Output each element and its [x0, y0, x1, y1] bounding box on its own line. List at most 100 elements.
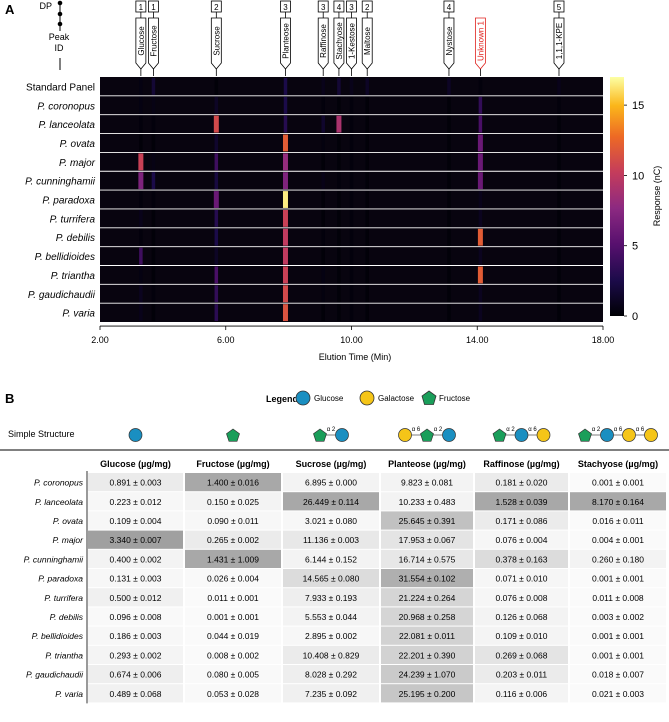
table-header: Planteose (µg/mg): [388, 459, 466, 469]
table-row: 0.489 ± 0.068 0.053 ± 0.028 7.235 ± 0.092 2…: [55, 684, 666, 703]
heatmap-band: [349, 78, 354, 95]
heatmap-band: [477, 153, 483, 171]
table-cell-bg: [570, 684, 666, 703]
table-row-species: P. turrifera: [44, 593, 83, 603]
table-cell: 25.645 ± 0.391: [399, 516, 456, 526]
table-cell: 0.001 ± 0.001: [592, 631, 644, 641]
colorbar-ticks: 0 5 10 15: [624, 100, 644, 323]
table-cell: 0.090 ± 0.011: [207, 516, 259, 526]
table-cell-bg: [185, 684, 281, 703]
table-cell: 0.171 ± 0.086: [496, 516, 548, 526]
heatmap-band: [337, 285, 341, 303]
heatmap-band: [365, 115, 369, 133]
heatmap-band: [337, 78, 341, 95]
table-cell-bg: [88, 492, 183, 511]
heatmap-band: [214, 172, 219, 190]
table-cell: 0.080 ± 0.005: [207, 670, 259, 680]
table-cell-bg: [283, 511, 379, 530]
table-cell-bg: [88, 549, 183, 568]
table-row: 0.400 ± 0.002 1.431 ± 1.009 6.144 ± 0.152 1…: [24, 549, 666, 568]
heatmap-band: [557, 172, 561, 190]
table-cell-bg: [381, 549, 473, 568]
colorbar-tick-label: 5: [632, 241, 638, 253]
peak-label: Raffinose: [319, 24, 328, 58]
bond-label: α 6: [528, 427, 537, 433]
heatmap-band: [336, 115, 342, 133]
table-cell: 0.400 ± 0.002: [110, 554, 162, 564]
heatmap-band: [282, 247, 288, 265]
table-cell-bg: [88, 569, 183, 588]
table-cell: 0.109 ± 0.010: [496, 631, 548, 641]
heatmap-band: [557, 247, 561, 265]
table-cell: 8.028 ± 0.292: [305, 670, 357, 680]
peak-label: Nystose: [445, 26, 454, 55]
table-cell: 0.489 ± 0.068: [110, 689, 162, 699]
heatmap-band: [282, 153, 288, 171]
bond-label: α 6: [412, 427, 421, 433]
table-cell-bg: [381, 511, 473, 530]
table-cell-bg: [185, 645, 281, 664]
table-cell: 0.008 ± 0.002: [207, 650, 259, 660]
table-cell: 0.181 ± 0.020: [496, 478, 548, 488]
heatmap-band: [365, 285, 369, 303]
table-row-species: P. major: [52, 535, 84, 545]
table-cell-bg: [185, 492, 281, 511]
dp-value: 5: [557, 3, 562, 12]
heatmap-band: [213, 191, 219, 208]
table-cell: 9.823 ± 0.081: [401, 478, 453, 488]
table-row: 0.891 ± 0.003 1.400 ± 0.016 6.895 ± 0.000 9…: [34, 473, 666, 492]
table-cell: 3.340 ± 0.007: [110, 535, 162, 545]
table-cell-bg: [283, 569, 379, 588]
table-cell: 24.239 ± 1.070: [399, 670, 456, 680]
heatmap-band: [447, 247, 451, 265]
heatmap-band: [321, 304, 325, 322]
peak-marker: [333, 17, 345, 70]
table-cell-bg: [475, 645, 568, 664]
table-cell-bg: [570, 492, 666, 511]
heatmap-band: [337, 191, 341, 208]
heatmap-band: [365, 153, 369, 171]
heatmap-band: [447, 191, 451, 208]
x-axis: 2.00 6.00 10.00 14.00 18.00: [91, 325, 614, 345]
table-cell-bg: [88, 665, 183, 684]
heatmap-band: [337, 209, 341, 227]
heatmap-band: [139, 78, 143, 95]
dp-value: 2: [365, 3, 370, 12]
legend-item-glucose: Glucose: [314, 394, 344, 403]
table-cell-bg: [381, 569, 473, 588]
table-header: Raffinose (µg/mg): [483, 459, 559, 469]
peak-label: 1,1,1-KPE: [555, 23, 564, 59]
heatmap-band: [214, 247, 219, 265]
heatmap-band: [282, 209, 288, 227]
table-row-species: P. lanceolata: [35, 497, 83, 507]
table-cell: 0.109 ± 0.004: [110, 516, 162, 526]
heatmap-band: [349, 96, 354, 114]
heatmap-row-label: P. gaudichaudii: [28, 290, 96, 301]
table-cell-bg: [283, 626, 379, 645]
heatmap-band: [349, 191, 354, 208]
heatmap-band: [282, 285, 288, 303]
table-cell: 1.528 ± 0.039: [496, 497, 548, 507]
table-row: 0.293 ± 0.002 0.008 ± 0.002 10.408 ± 0.829…: [45, 645, 666, 664]
table-row: 0.674 ± 0.006 0.080 ± 0.005 8.028 ± 0.292 2…: [26, 665, 666, 684]
x-tick-label: 10.00: [340, 335, 363, 345]
heatmap-band: [478, 304, 483, 322]
table-cell: 16.714 ± 0.575: [399, 554, 456, 564]
dp-value: 3: [321, 3, 326, 12]
heatmap-band: [321, 191, 325, 208]
heatmap-band: [151, 247, 156, 265]
heatmap-band: [282, 134, 288, 152]
heatmap-band: [557, 304, 561, 322]
heatmap-band: [557, 134, 561, 152]
table-cell-bg: [475, 626, 568, 645]
heatmap-band: [283, 96, 288, 114]
table-cell-bg: [570, 549, 666, 568]
heatmap-row-label: P. debilis: [56, 233, 95, 244]
colorbar-tick-label: 10: [632, 170, 644, 182]
table-cell: 10.233 ± 0.483: [399, 497, 456, 507]
heatmap-band: [283, 115, 288, 133]
heatmap-row-label: P. ovata: [60, 139, 96, 150]
colorbar-gradient: [610, 77, 624, 316]
heatmap-band: [447, 153, 451, 171]
heatmap-band: [337, 96, 341, 114]
